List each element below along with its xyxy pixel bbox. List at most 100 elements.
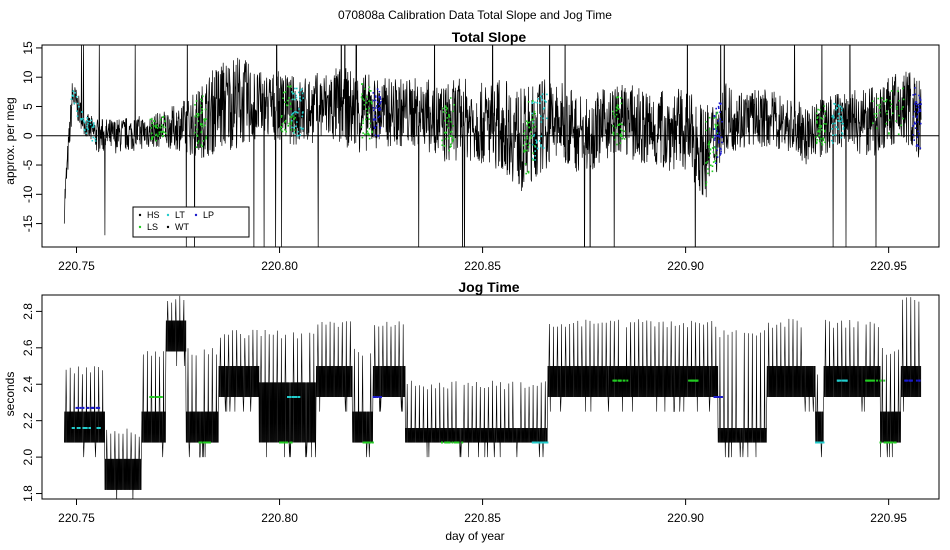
sample-point-LP [374,134,377,136]
sample-point-LS [614,138,617,141]
sample-point-LS [524,139,526,141]
sample-point-LS [155,126,158,128]
jog-sample-LT [82,427,85,429]
figure-suptitle: 070808a Calibration Data Total Slope and… [338,8,612,22]
jog-sample-LS [149,396,152,398]
sample-point-LS [534,145,536,147]
sample-point-LS [200,130,203,133]
sample-point-LP [377,116,379,119]
sample-point-LS [152,124,155,127]
sample-point-LT [540,96,542,99]
sample-point-LS [289,103,292,106]
sample-point-LT [841,131,843,134]
sample-point-LT [93,122,95,124]
sample-point-LS [705,162,707,164]
sample-point-LT [540,145,542,148]
jog-sample-LS [202,441,205,444]
total-slope-series [42,45,939,247]
sample-point-LT [535,142,538,144]
sample-point-LS [280,116,283,118]
sample-point-LS [888,119,891,121]
sample-point-LS [821,129,823,131]
sample-point-LP [916,144,918,146]
sample-point-LS [367,133,370,135]
sample-point-LT [833,102,835,105]
sample-point-LS [362,120,364,122]
sample-point-LT [835,107,838,109]
sample-point-LS [361,136,364,139]
sample-point-LS [448,115,450,117]
sample-point-LT [541,99,543,101]
jog-sample-LT [841,379,844,382]
sample-point-LS [713,117,715,119]
jog-sample-LT [540,441,542,444]
sample-point-LS [533,110,536,113]
sample-point-LP [717,120,719,122]
sample-point-LT [842,128,845,130]
sample-point-LS [153,120,155,122]
sample-point-LP [914,101,917,103]
jog-sample-LS [866,379,869,382]
jog-time-axes: 220.75 220.80 220.85 220.90 220.95 1.8 2.0 2.2 2… [21,294,940,525]
sample-point-LT [300,89,302,92]
sample-point-LS [623,130,626,133]
jog-sample-LS [445,441,448,444]
y-tick-label: 0 [21,132,35,139]
x-axis-label: day of year [445,529,504,543]
sample-point-LP [715,107,717,110]
sample-point-LP [915,104,918,106]
sample-point-LS [442,111,445,113]
sample-point-LT [92,136,95,139]
sample-point-LT [294,98,296,101]
sample-point-LS [872,122,874,124]
sample-point-LP [912,94,914,96]
sample-point-LS [902,87,904,90]
sample-point-LS [879,103,881,106]
y-tick-label: 1.8 [21,485,35,502]
sample-point-LS [284,101,286,103]
plot-frame-2 [41,294,940,500]
jog-sample-LP [906,379,909,382]
sample-point-LP [917,130,919,133]
sample-point-LS [284,119,287,122]
jog-sample-LS [448,441,451,444]
sample-point-LS [620,102,623,105]
sample-point-LT [840,117,843,119]
sample-point-LT [298,91,300,94]
sample-point-LS [528,121,530,124]
jog-sample-LP [95,406,98,409]
sample-point-LS [822,137,824,139]
sample-point-LP [914,93,917,96]
sample-point-LT [74,92,76,94]
sample-point-LS [525,149,528,152]
sample-point-LS [885,110,888,112]
sample-point-LT [834,134,837,136]
sample-point-LP [716,156,719,158]
sample-point-LS [824,115,826,117]
sample-point-LS [708,128,711,130]
jog-sample-LS [870,379,872,382]
sample-point-LP [913,139,915,141]
sample-point-LS [712,161,715,163]
sample-point-LT [545,101,547,103]
sample-point-LS [368,86,371,88]
x-tick-label: 220.95 [870,511,907,525]
sample-point-LS [150,127,153,129]
sample-point-LT [94,137,97,140]
jog-sample-LS [873,379,876,382]
jog-sample-LS [696,379,699,382]
jog-sample-LT [287,396,289,398]
sample-point-LS [873,113,876,115]
sample-point-LS [280,125,282,128]
sample-point-LP [917,103,920,106]
sample-point-LS [365,102,368,104]
sample-point-LS [361,83,364,85]
x-tick-label: 220.80 [261,511,298,525]
sample-point-LS [159,126,162,129]
sample-point-LS [452,139,454,141]
sample-point-LP [916,116,918,119]
sample-point-LS [532,152,535,154]
sample-point-LP [374,118,377,121]
sample-point-LS [450,143,452,146]
